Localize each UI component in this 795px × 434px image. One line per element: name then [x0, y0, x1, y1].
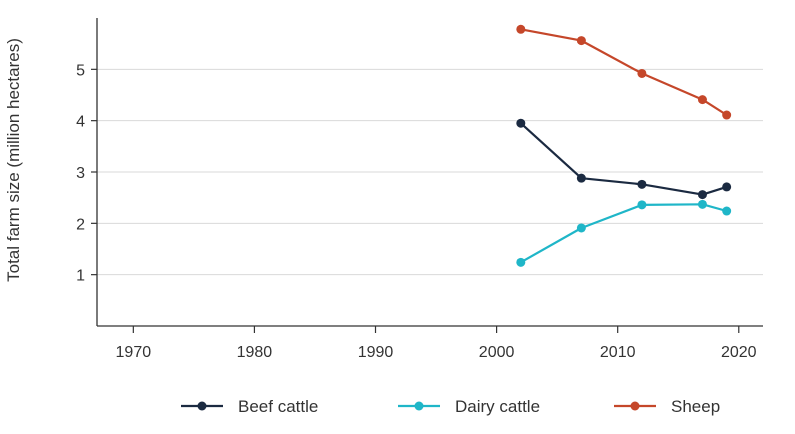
data-point-beef-cattle	[637, 179, 647, 189]
legend-swatch-marker	[197, 401, 207, 411]
legend-label: Dairy cattle	[455, 397, 540, 416]
series-sheep	[516, 24, 732, 120]
y-tick-label: 2	[76, 216, 85, 233]
data-point-beef-cattle	[722, 182, 732, 192]
legend-label: Sheep	[671, 397, 720, 416]
data-point-sheep	[697, 95, 707, 105]
legend-item-dairy-cattle: Dairy cattle	[398, 397, 540, 416]
data-point-sheep	[516, 24, 526, 34]
y-tick-label: 1	[76, 268, 85, 285]
legend-swatch-marker	[630, 401, 640, 411]
series-dairy-cattle	[516, 199, 732, 267]
data-point-beef-cattle	[576, 173, 586, 183]
x-tick-label: 1970	[116, 344, 152, 361]
data-point-dairy-cattle	[576, 223, 586, 233]
x-tick-label: 2020	[721, 344, 757, 361]
data-point-dairy-cattle	[697, 199, 707, 209]
data-point-sheep	[637, 68, 647, 78]
legend-item-beef-cattle: Beef cattle	[181, 397, 318, 416]
gridlines	[97, 68, 763, 276]
data-point-dairy-cattle	[516, 257, 526, 267]
series-line-sheep	[520, 28, 728, 116]
series-line-beef-cattle	[520, 122, 728, 196]
legend-swatch-marker	[414, 401, 424, 411]
data-point-beef-cattle	[516, 118, 526, 128]
x-tick-label: 2000	[479, 344, 515, 361]
axes: 1 2 3 4 5 1970 1980 1990 2000 2010 2020	[76, 18, 763, 361]
x-tick-label: 2010	[600, 344, 636, 361]
series-lines	[516, 24, 732, 267]
y-axis-label: Total farm size (million hectares)	[4, 38, 23, 282]
data-point-sheep	[576, 36, 586, 46]
data-point-sheep	[722, 110, 732, 120]
data-point-dairy-cattle	[637, 200, 647, 210]
y-tick-label: 5	[76, 62, 85, 79]
series-beef-cattle	[516, 118, 732, 200]
x-tick-label: 1990	[358, 344, 394, 361]
series-line-dairy-cattle	[520, 203, 727, 264]
x-tick-label: 1980	[237, 344, 273, 361]
y-tick-label: 3	[76, 165, 85, 182]
data-point-dairy-cattle	[722, 206, 732, 216]
legend-label: Beef cattle	[238, 397, 318, 416]
y-tick-label: 4	[76, 114, 85, 131]
legend: Beef cattle Dairy cattle Sheep	[181, 397, 720, 416]
legend-item-sheep: Sheep	[614, 397, 720, 416]
data-point-beef-cattle	[697, 190, 707, 200]
